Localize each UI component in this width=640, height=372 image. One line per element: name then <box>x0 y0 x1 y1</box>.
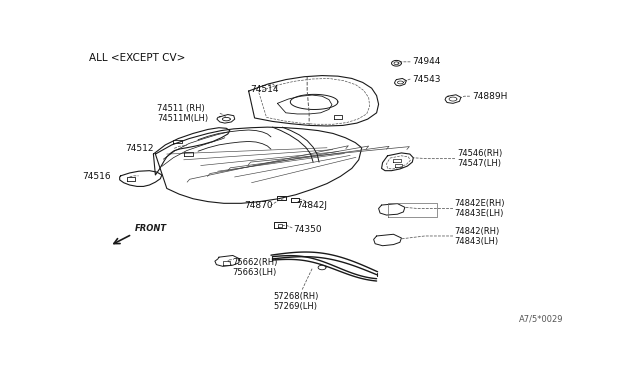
Text: 74889H: 74889H <box>472 92 508 101</box>
Text: 74512: 74512 <box>125 144 154 153</box>
Text: 74516: 74516 <box>82 173 111 182</box>
Text: 57268(RH)
57269(LH): 57268(RH) 57269(LH) <box>273 292 319 311</box>
Text: 74870: 74870 <box>244 201 273 210</box>
Text: 74514: 74514 <box>250 84 278 93</box>
Text: A7/5*0029: A7/5*0029 <box>519 314 564 323</box>
Text: 74546(RH)
74547(LH): 74546(RH) 74547(LH) <box>457 149 502 169</box>
Text: 74511 (RH)
74511M(LH): 74511 (RH) 74511M(LH) <box>157 104 208 123</box>
Text: 74842E(RH)
74843E(LH): 74842E(RH) 74843E(LH) <box>454 199 505 218</box>
Text: 75662(RH)
75663(LH): 75662(RH) 75663(LH) <box>233 258 278 277</box>
Text: 74944: 74944 <box>412 57 441 66</box>
Text: FRONT: FRONT <box>134 224 166 233</box>
Text: 74350: 74350 <box>293 225 322 234</box>
Text: ALL <EXCEPT CV>: ALL <EXCEPT CV> <box>89 53 186 62</box>
Text: 74842(RH)
74843(LH): 74842(RH) 74843(LH) <box>454 227 500 246</box>
Text: 74543: 74543 <box>412 74 441 83</box>
Text: 74842J: 74842J <box>296 201 327 210</box>
